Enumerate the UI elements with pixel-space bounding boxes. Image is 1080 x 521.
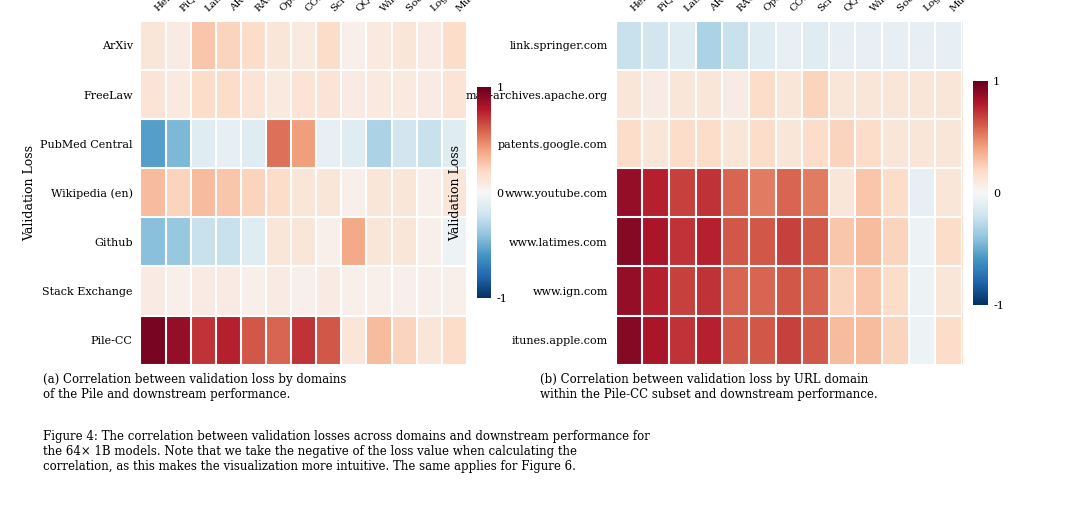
Text: (a) Correlation between validation loss by domains
of the Pile and downstream pe: (a) Correlation between validation loss … (43, 373, 347, 401)
Y-axis label: Validation Loss: Validation Loss (448, 145, 461, 241)
Y-axis label: Validation Loss: Validation Loss (23, 145, 36, 241)
Text: Figure 4: The correlation between validation losses across domains and downstrea: Figure 4: The correlation between valida… (43, 430, 650, 473)
Text: (b) Correlation between validation loss by URL domain
within the Pile-CC subset : (b) Correlation between validation loss … (540, 373, 878, 401)
